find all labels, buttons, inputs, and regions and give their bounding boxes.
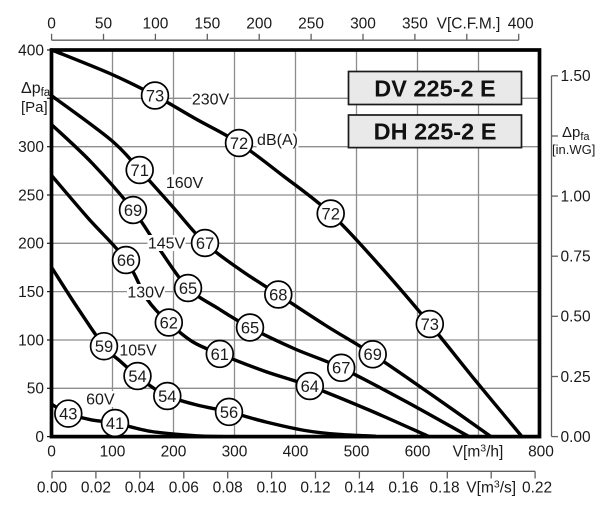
- svg-text:68: 68: [269, 286, 287, 304]
- svg-text:62: 62: [160, 314, 178, 332]
- svg-text:800: 800: [528, 444, 554, 461]
- svg-text:0.10: 0.10: [257, 480, 288, 497]
- svg-text:100: 100: [142, 16, 168, 33]
- svg-text:150: 150: [18, 284, 44, 301]
- svg-text:60V: 60V: [86, 392, 115, 409]
- svg-text:350: 350: [402, 16, 428, 33]
- svg-text:300: 300: [222, 444, 248, 461]
- svg-text:400: 400: [508, 16, 534, 33]
- svg-text:54: 54: [128, 368, 146, 386]
- svg-text:[Pa]: [Pa]: [21, 99, 48, 116]
- svg-text:0.02: 0.02: [81, 480, 111, 497]
- svg-text:0.25: 0.25: [561, 369, 591, 386]
- svg-text:0: 0: [47, 444, 56, 461]
- svg-text:0.12: 0.12: [300, 480, 330, 497]
- svg-text:0.22: 0.22: [522, 480, 552, 497]
- svg-text:0: 0: [35, 429, 44, 446]
- svg-text:67: 67: [332, 360, 350, 378]
- svg-text:43: 43: [59, 406, 77, 424]
- svg-text:69: 69: [124, 202, 142, 220]
- svg-text:600: 600: [405, 444, 431, 461]
- svg-text:130V: 130V: [127, 285, 165, 302]
- svg-text:0.06: 0.06: [169, 480, 199, 497]
- svg-text:100: 100: [18, 332, 44, 349]
- svg-text:73: 73: [421, 316, 439, 334]
- svg-text:61: 61: [211, 346, 229, 364]
- svg-text:160V: 160V: [166, 175, 204, 192]
- svg-text:200: 200: [161, 444, 187, 461]
- svg-text:250: 250: [18, 187, 44, 204]
- svg-text:250: 250: [298, 16, 324, 33]
- svg-text:150: 150: [194, 16, 220, 33]
- svg-text:72: 72: [322, 205, 340, 223]
- svg-text:54: 54: [158, 388, 176, 406]
- svg-text:1.50: 1.50: [561, 68, 592, 85]
- svg-text:0.75: 0.75: [561, 249, 591, 266]
- svg-text:0.50: 0.50: [561, 309, 592, 326]
- svg-text:59: 59: [95, 338, 113, 356]
- svg-text:50: 50: [95, 16, 113, 33]
- svg-text:73: 73: [146, 87, 164, 105]
- svg-text:67: 67: [196, 235, 214, 253]
- svg-text:0.00: 0.00: [37, 480, 68, 497]
- svg-text:72: 72: [230, 135, 248, 153]
- svg-text:dB(A): dB(A): [257, 132, 298, 149]
- svg-text:65: 65: [241, 319, 259, 337]
- svg-text:400: 400: [18, 42, 44, 59]
- svg-text:DV 225-2 E: DV 225-2 E: [374, 75, 495, 101]
- svg-text:200: 200: [246, 16, 272, 33]
- svg-text:105V: 105V: [119, 343, 157, 360]
- svg-text:DH 225-2 E: DH 225-2 E: [374, 119, 497, 145]
- svg-text:1.00: 1.00: [561, 188, 592, 205]
- svg-text:41: 41: [106, 415, 124, 433]
- svg-text:0.00: 0.00: [561, 429, 592, 446]
- svg-text:0.04: 0.04: [125, 480, 156, 497]
- svg-text:69: 69: [364, 346, 382, 364]
- svg-text:50: 50: [27, 381, 45, 398]
- svg-text:0.18: 0.18: [429, 480, 459, 497]
- svg-text:V[m3/s]: V[m3/s]: [466, 479, 516, 497]
- svg-text:400: 400: [283, 444, 309, 461]
- svg-text:0.14: 0.14: [344, 480, 375, 497]
- svg-text:V[C.F.M.]: V[C.F.M.]: [437, 16, 501, 33]
- svg-text:500: 500: [344, 444, 370, 461]
- svg-text:64: 64: [301, 378, 319, 396]
- svg-text:0.16: 0.16: [388, 480, 418, 497]
- svg-text:200: 200: [18, 236, 44, 253]
- svg-text:71: 71: [131, 162, 149, 180]
- svg-text:V[m3/h]: V[m3/h]: [453, 443, 504, 461]
- svg-text:300: 300: [18, 139, 44, 156]
- svg-text:100: 100: [100, 444, 126, 461]
- svg-text:65: 65: [179, 280, 197, 298]
- svg-text:145V: 145V: [148, 236, 186, 253]
- svg-text:56: 56: [220, 404, 238, 422]
- svg-text:0: 0: [47, 16, 56, 33]
- svg-text:300: 300: [350, 16, 376, 33]
- svg-text:66: 66: [117, 252, 135, 270]
- svg-text:[in.WG]: [in.WG]: [552, 142, 595, 157]
- svg-text:0.08: 0.08: [213, 480, 243, 497]
- svg-text:230V: 230V: [192, 92, 230, 109]
